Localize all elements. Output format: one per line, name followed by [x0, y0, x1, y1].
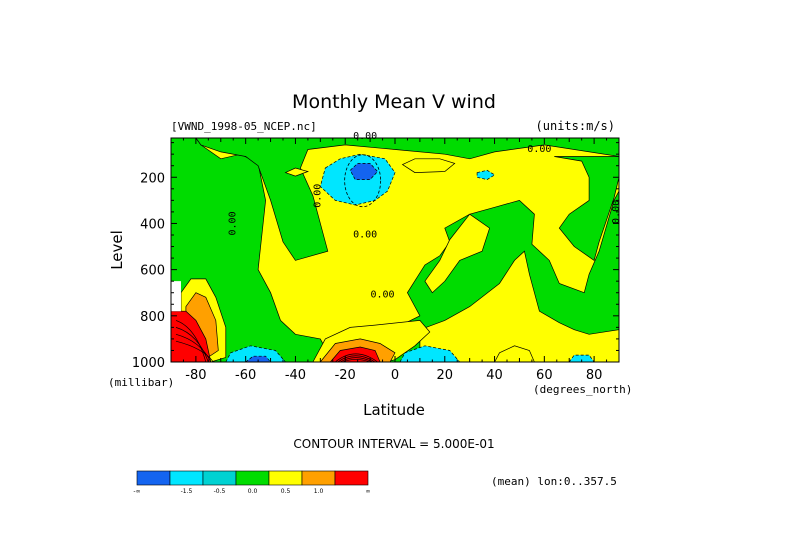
plot-area: 0.000.000.000.000.000.000.00 [170, 131, 622, 363]
axis-ticks [170, 138, 620, 363]
colorbar-label: ∞ [366, 488, 371, 495]
x-tick-label: 80 [586, 368, 603, 383]
y-tick-label: 1000 [132, 356, 165, 371]
contour-line [175, 340, 214, 363]
colorbar [136, 470, 369, 486]
colorbar-swatch [169, 470, 204, 486]
fill-orange-ne [401, 158, 456, 173]
contour-label: 0.00 [371, 289, 395, 300]
x-tick-label: -40 [285, 368, 306, 383]
footer-label: (mean) lon:0..357.5 [491, 475, 617, 488]
colorbar-label: -∞ [133, 488, 140, 495]
chart-title: Monthly Mean V wind [292, 91, 496, 113]
x-tick-label: -60 [235, 368, 256, 383]
y-axis-label: Level [108, 230, 126, 270]
contour-label: 0.00 [353, 229, 377, 240]
colorbar-swatch [334, 470, 369, 486]
x-tick-label: -20 [335, 368, 356, 383]
x-tick-label: 40 [486, 368, 503, 383]
contour-label: 0.00 [353, 131, 377, 142]
y-units-label: (millibar) [108, 376, 174, 389]
x-axis-label: Latitude [363, 401, 425, 419]
y-tick-label: 800 [140, 310, 165, 325]
contour-line [175, 320, 207, 363]
x-tick-label: 60 [536, 368, 553, 383]
contour-label: 0.00 [312, 184, 323, 208]
fill-yellow-south [419, 250, 620, 363]
colorbar-swatch [202, 470, 237, 486]
dataset-label: [VWND_1998-05_NCEP.nc] [171, 120, 317, 133]
x-tick-label: -80 [185, 368, 206, 383]
units-label: (units:m/s) [536, 119, 615, 133]
x-tick-label: 20 [437, 368, 454, 383]
y-tick-labels: 200 400 600 800 1000 [132, 171, 165, 371]
y-tick-label: 200 [140, 171, 165, 186]
colorbar-label: -0.5 [214, 488, 226, 495]
fill-missing [171, 281, 181, 312]
fill-orange-top [284, 167, 310, 177]
colorbar-label: 1.0 [314, 488, 324, 495]
contour-label: 0.00 [527, 144, 551, 155]
colorbar-swatch [268, 470, 303, 486]
contour-line [337, 355, 376, 363]
colorbar-label: -1.5 [181, 488, 193, 495]
fill-green-mid [382, 190, 620, 363]
contour-fills [170, 137, 620, 363]
colorbar-swatch [301, 470, 336, 486]
x-tick-label: 0 [391, 368, 399, 383]
y-tick-label: 400 [140, 217, 165, 232]
colorbar-label: 0.5 [281, 488, 291, 495]
colorbar-swatch [235, 470, 270, 486]
contour-lines [175, 154, 382, 363]
fill-blue-top [349, 163, 379, 180]
fill-yellow-east [424, 213, 491, 294]
contour-line [344, 154, 382, 208]
x-units-label: (degrees_north) [533, 383, 632, 396]
fill-cyan-small [476, 169, 496, 180]
fill-green-top [195, 137, 620, 261]
colorbar-swatch [136, 470, 171, 486]
contour-line [335, 353, 378, 363]
colorbar-label: 0.0 [248, 488, 258, 495]
x-tick-labels: -80 -60 -40 -20 0 20 40 60 80 [185, 368, 602, 383]
y-tick-label: 600 [140, 264, 165, 279]
contour-line [175, 333, 212, 363]
contour-line [175, 327, 209, 363]
contour-interval-label: CONTOUR INTERVAL = 5.000E-01 [293, 437, 494, 451]
contour-label: 0.00 [228, 211, 239, 235]
colorbar-labels: -∞ -1.5 -0.5 0.0 0.5 1.0 ∞ [133, 488, 370, 495]
